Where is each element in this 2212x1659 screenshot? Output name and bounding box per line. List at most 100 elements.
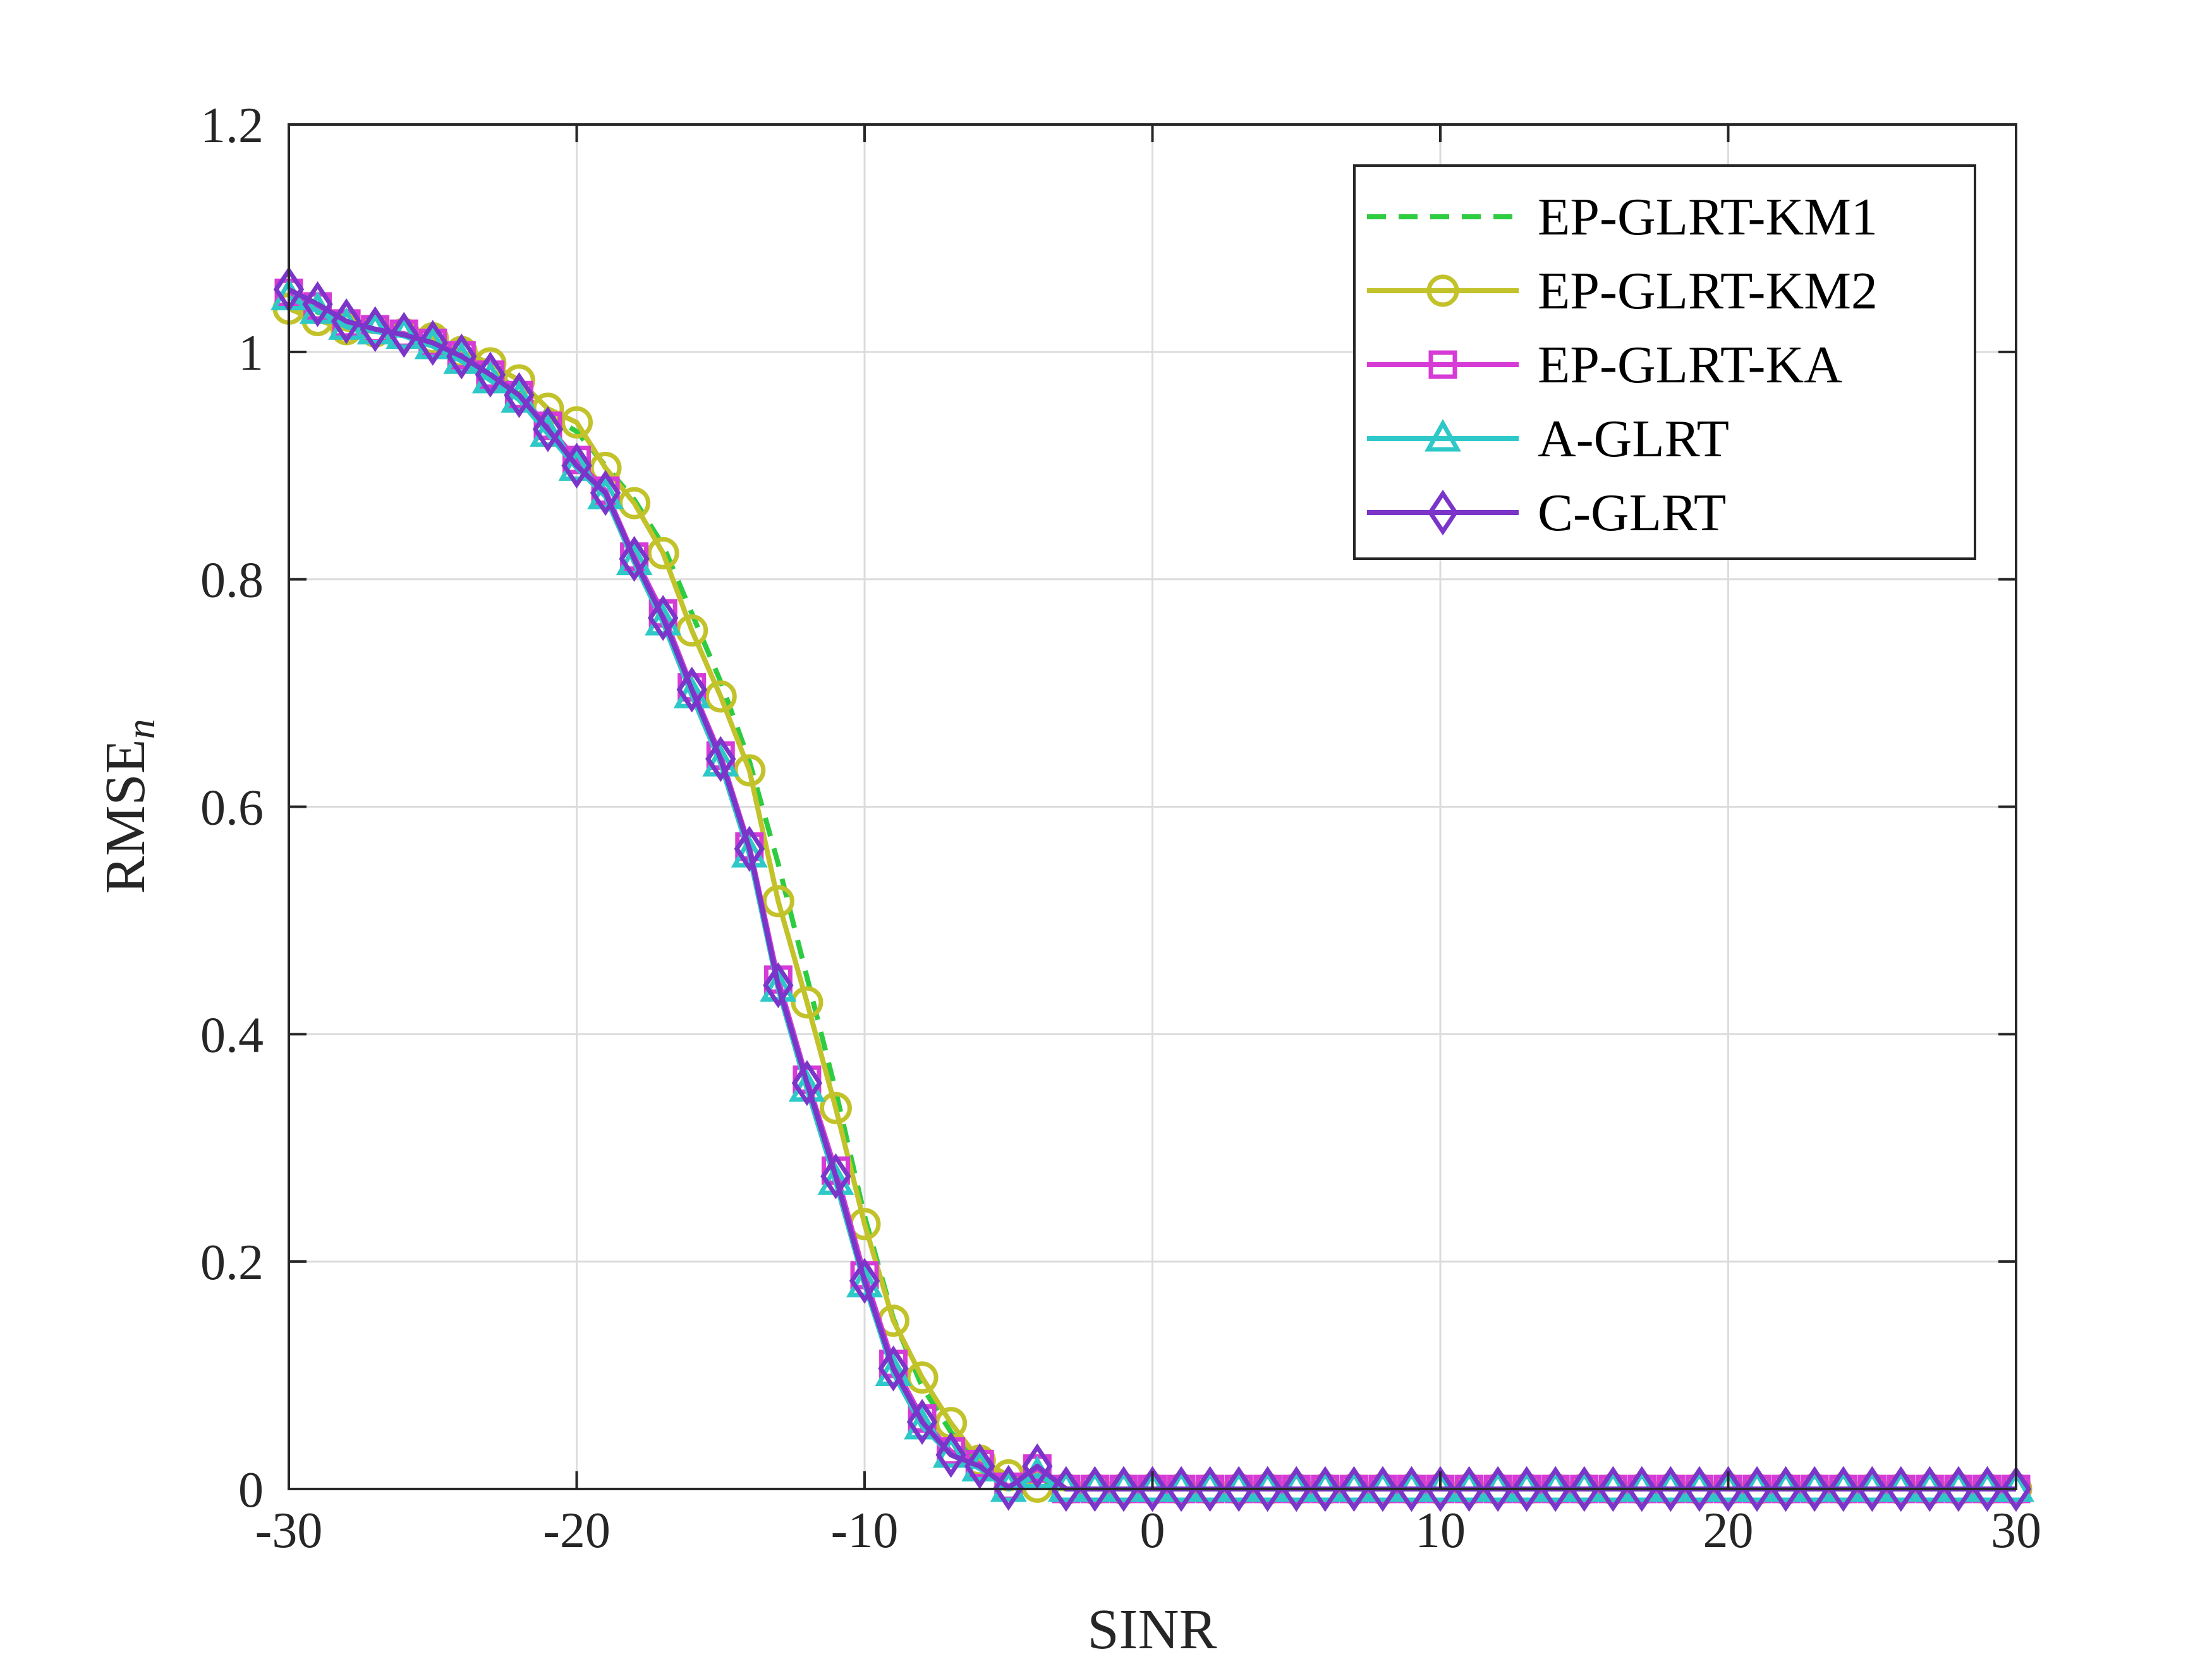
y-tick-label: 1.2 — [200, 98, 264, 154]
data-point-c-glrt — [1252, 1466, 1283, 1512]
x-tick-label: 10 — [1415, 1503, 1466, 1559]
data-point-c-glrt — [1655, 1466, 1686, 1512]
data-point-c-glrt — [1770, 1466, 1801, 1512]
x-axis-title: SINR — [1087, 1598, 1217, 1659]
data-point-c-glrt — [1540, 1466, 1571, 1512]
data-point-c-glrt — [388, 312, 420, 358]
legend-marker-c-glrt — [1427, 489, 1459, 536]
data-point-c-glrt — [1396, 1466, 1427, 1512]
data-point-c-glrt — [935, 1431, 966, 1478]
y-tick-label: 1 — [238, 325, 264, 381]
data-point-c-glrt — [647, 595, 679, 641]
y-tick-label: 0.8 — [200, 553, 264, 609]
data-point-c-glrt — [964, 1443, 995, 1490]
data-point-c-glrt — [619, 535, 650, 582]
x-tick-label: 20 — [1703, 1503, 1754, 1559]
legend-marker-a-glrt — [1425, 418, 1461, 452]
data-point-c-glrt — [1626, 1466, 1658, 1512]
legend-label-ep-glrt-km2: EP-GLRT-KM2 — [1538, 262, 1878, 320]
legend-entries: EP-GLRT-KM1 EP-GLRT-KM2 EP-GLRT-KA A-GLRT C-… — [1367, 188, 1878, 542]
legend: EP-GLRT-KM1 EP-GLRT-KM2 EP-GLRT-KA A-GLRT C-… — [1353, 164, 1976, 560]
data-point-a-glrt — [990, 1469, 1027, 1502]
data-point-a-glrt — [961, 1449, 999, 1482]
data-point-c-glrt — [1425, 1466, 1456, 1512]
data-point-c-glrt — [1137, 1466, 1168, 1512]
legend-marker-ep-glrt-km2 — [1426, 274, 1459, 307]
x-tick-label: -20 — [543, 1503, 611, 1559]
data-point-ep-glrt-km2 — [819, 1091, 852, 1124]
data-point-c-glrt — [791, 1060, 823, 1107]
data-point-c-glrt — [1885, 1466, 1917, 1512]
legend-label-c-glrt: C-GLRT — [1538, 483, 1726, 542]
y-tick-label: 0.2 — [200, 1235, 264, 1291]
data-point-c-glrt — [302, 281, 333, 327]
data-point-a-glrt — [616, 542, 653, 576]
data-point-c-glrt — [446, 333, 477, 380]
legend-label-ep-glrt-km1: EP-GLRT-KM1 — [1538, 188, 1878, 246]
data-point-a-glrt — [558, 448, 595, 481]
data-point-c-glrt — [590, 470, 621, 516]
data-point-c-glrt — [993, 1464, 1024, 1511]
data-point-c-glrt — [1339, 1466, 1370, 1512]
data-point-a-glrt — [846, 1264, 883, 1297]
data-point-c-glrt — [1223, 1466, 1255, 1512]
data-point-c-glrt — [734, 825, 765, 872]
legend-label-ep-glrt-ka: EP-GLRT-KA — [1538, 336, 1842, 394]
data-point-c-glrt — [849, 1258, 880, 1304]
data-point-c-glrt — [1972, 1466, 2003, 1512]
data-point-c-glrt — [1367, 1466, 1399, 1512]
data-point-c-glrt — [417, 320, 448, 366]
data-point-c-glrt — [561, 442, 592, 489]
data-point-c-glrt — [2000, 1466, 2032, 1512]
data-point-ep-glrt-km2 — [647, 537, 679, 569]
data-point-c-glrt — [1454, 1466, 1485, 1512]
data-point-c-glrt — [1050, 1466, 1082, 1512]
data-point-c-glrt — [1079, 1466, 1110, 1512]
data-point-c-glrt — [1828, 1466, 1859, 1512]
tick-layer: -30 -20 -10 0 10 20 30 0 0.2 0.4 0.6 0.8 1 1.2 — [200, 98, 2041, 1559]
axis-labels: SINR RMSEn — [94, 719, 1217, 1659]
y-axis-title: RMSEn — [94, 719, 163, 894]
y-tick-label: 0.6 — [200, 781, 264, 836]
data-point-c-glrt — [1857, 1466, 1888, 1512]
data-point-c-glrt — [878, 1345, 909, 1392]
y-axis-title-subscript: n — [118, 719, 163, 739]
data-point-c-glrt — [1310, 1466, 1341, 1512]
x-tick-label: -30 — [255, 1503, 323, 1559]
data-point-c-glrt — [1482, 1466, 1514, 1512]
y-axis-title-main: RMSE — [94, 739, 157, 894]
y-tick-label: 0 — [238, 1462, 264, 1518]
data-point-c-glrt — [360, 306, 391, 353]
data-point-c-glrt — [1194, 1466, 1225, 1512]
data-point-ep-glrt-km2 — [561, 406, 593, 439]
data-point-ep-glrt-km2 — [618, 487, 651, 520]
data-point-c-glrt — [475, 351, 506, 398]
data-point-a-glrt — [587, 477, 624, 509]
x-tick-label: 30 — [1991, 1503, 2041, 1559]
data-point-c-glrt — [1799, 1466, 1830, 1512]
data-point-c-glrt — [1598, 1466, 1629, 1512]
data-point-c-glrt — [1022, 1443, 1053, 1490]
data-point-c-glrt — [906, 1399, 938, 1445]
data-point-ep-glrt-km2 — [906, 1361, 939, 1394]
data-point-c-glrt — [1713, 1466, 1744, 1512]
data-point-c-glrt — [1511, 1466, 1542, 1512]
data-point-c-glrt — [1684, 1466, 1715, 1512]
data-point-c-glrt — [705, 736, 736, 782]
data-point-ep-glrt-km2 — [762, 885, 794, 918]
data-point-ep-glrt-km2 — [733, 754, 766, 787]
data-point-c-glrt — [763, 962, 794, 1009]
data-point-a-glrt — [932, 1435, 969, 1468]
x-tick-label: 0 — [1140, 1503, 1165, 1559]
data-point-c-glrt — [1281, 1466, 1312, 1512]
data-point-c-glrt — [676, 666, 707, 713]
y-tick-label: 0.4 — [200, 1007, 264, 1063]
data-point-c-glrt — [504, 372, 535, 418]
data-point-c-glrt — [1569, 1466, 1600, 1512]
data-point-ep-glrt-km2 — [704, 680, 737, 713]
data-point-c-glrt — [1108, 1466, 1139, 1512]
legend-marker-ep-glrt-ka — [1428, 350, 1457, 379]
data-point-c-glrt — [820, 1153, 851, 1200]
legend-label-a-glrt: A-GLRT — [1538, 410, 1729, 468]
